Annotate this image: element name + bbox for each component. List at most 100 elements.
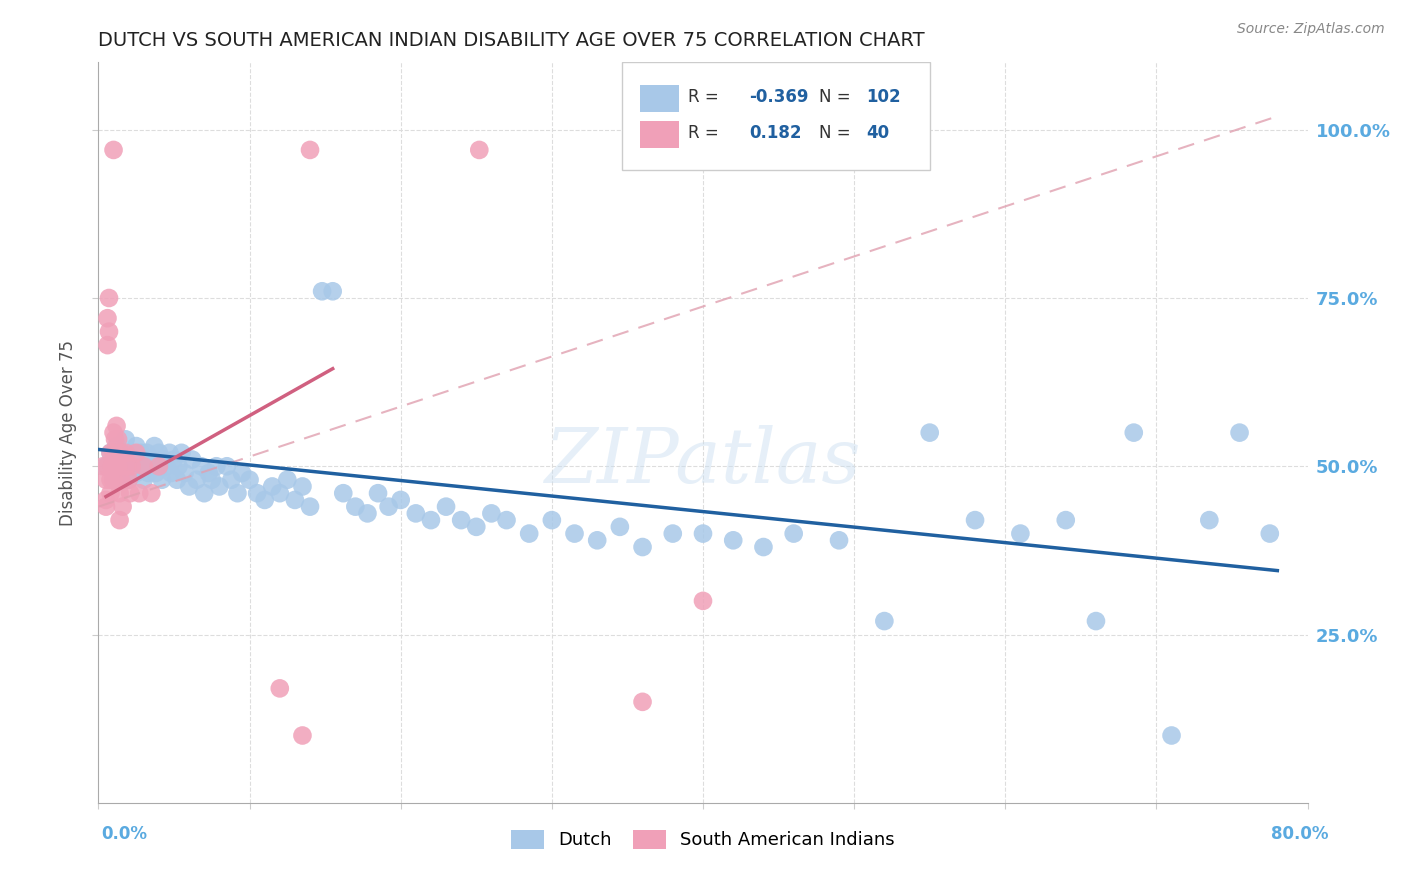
Point [239, 473, 262, 487]
Y-axis label: Disability Age Over 75: Disability Age Over 75 [59, 340, 77, 525]
Point [118, 452, 141, 467]
Point [136, 466, 159, 480]
Point [94, 492, 117, 507]
Point [173, 466, 195, 480]
Point [918, 425, 941, 440]
Point [322, 285, 344, 299]
Point [1258, 526, 1281, 541]
Point [723, 533, 745, 548]
Point [115, 459, 138, 474]
Point [186, 473, 208, 487]
Point [118, 459, 141, 474]
Text: 80.0%: 80.0% [1271, 825, 1329, 843]
Point [166, 473, 188, 487]
Point [692, 526, 714, 541]
Point [517, 526, 540, 541]
Text: 0.0%: 0.0% [101, 825, 148, 843]
Point [1010, 526, 1032, 541]
Point [205, 459, 228, 474]
Point [1198, 513, 1220, 527]
Point [110, 446, 132, 460]
Point [132, 459, 155, 474]
Point [108, 513, 131, 527]
Point [609, 520, 631, 534]
Point [114, 466, 136, 480]
Point [107, 433, 129, 447]
Point [661, 526, 683, 541]
Text: ZIPatlas: ZIPatlas [544, 425, 862, 500]
Point [201, 473, 224, 487]
Point [311, 285, 333, 299]
Point [120, 486, 142, 500]
Point [631, 540, 654, 554]
Point [221, 473, 243, 487]
Point [96, 311, 118, 326]
Point [965, 513, 987, 527]
Point [150, 473, 173, 487]
Point [420, 513, 443, 527]
Point [208, 479, 231, 493]
Point [179, 479, 201, 493]
Point [141, 486, 163, 500]
FancyBboxPatch shape [640, 121, 679, 147]
Point [450, 513, 472, 527]
Point [291, 479, 314, 493]
Point [299, 143, 322, 157]
Point [125, 439, 148, 453]
Point [540, 513, 562, 527]
Point [262, 479, 284, 493]
Text: N =: N = [820, 88, 851, 106]
Text: N =: N = [820, 124, 851, 142]
Point [405, 507, 427, 521]
Point [692, 594, 714, 608]
FancyBboxPatch shape [640, 86, 679, 112]
Point [299, 500, 322, 514]
Point [269, 681, 291, 696]
Point [128, 486, 150, 500]
Point [135, 446, 157, 460]
Point [377, 500, 399, 514]
Point [284, 492, 307, 507]
Point [465, 520, 488, 534]
Point [197, 466, 219, 480]
Point [1160, 729, 1182, 743]
Point [141, 459, 163, 474]
Point [1229, 425, 1251, 440]
Point [253, 492, 276, 507]
Point [104, 459, 127, 474]
Point [226, 486, 249, 500]
Point [434, 500, 457, 514]
Point [129, 446, 152, 460]
Text: Source: ZipAtlas.com: Source: ZipAtlas.com [1237, 22, 1385, 37]
Point [96, 338, 118, 352]
Point [291, 729, 314, 743]
Point [148, 459, 170, 474]
Point [122, 459, 145, 474]
Point [344, 500, 367, 514]
Point [100, 486, 122, 500]
Point [114, 446, 136, 460]
Point [94, 473, 117, 487]
Point [783, 526, 806, 541]
Legend: Dutch, South American Indians: Dutch, South American Indians [503, 823, 903, 856]
Point [468, 143, 491, 157]
Point [103, 473, 125, 487]
Point [152, 452, 174, 467]
Point [101, 459, 124, 474]
Point [752, 540, 775, 554]
Point [110, 473, 132, 487]
Point [148, 446, 170, 460]
Point [110, 473, 132, 487]
Point [564, 526, 586, 541]
Point [276, 473, 298, 487]
Text: R =: R = [689, 124, 720, 142]
Point [103, 446, 125, 460]
Point [105, 418, 128, 433]
Text: 0.182: 0.182 [749, 124, 801, 142]
Point [118, 473, 141, 487]
Point [100, 473, 122, 487]
Point [215, 459, 238, 474]
Text: -0.369: -0.369 [749, 88, 808, 106]
Point [495, 513, 517, 527]
Point [132, 473, 155, 487]
